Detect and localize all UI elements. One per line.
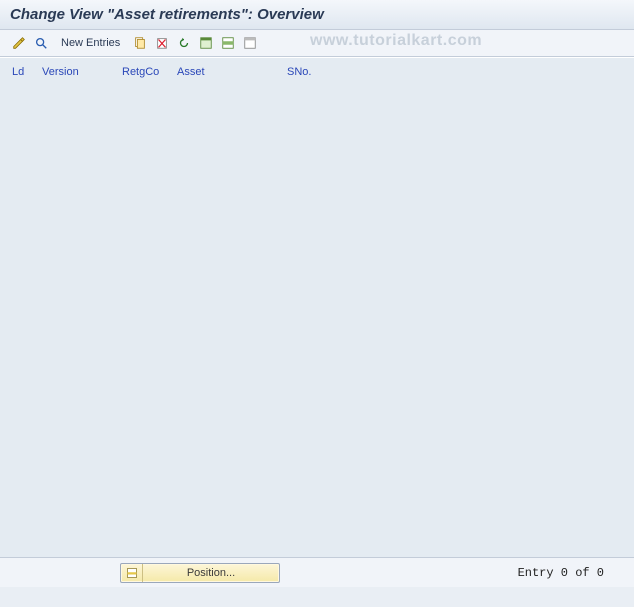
select-block-icon[interactable] bbox=[219, 34, 237, 52]
undo-icon[interactable] bbox=[175, 34, 193, 52]
new-entries-button[interactable]: New Entries bbox=[54, 34, 127, 52]
col-header-asset[interactable]: Asset bbox=[177, 66, 287, 78]
position-icon bbox=[121, 564, 143, 582]
col-header-version[interactable]: Version bbox=[42, 66, 122, 78]
window-title: Change View "Asset retirements": Overvie… bbox=[0, 0, 634, 30]
position-label: Position... bbox=[143, 567, 279, 579]
footer-bar: Position... Entry 0 of 0 bbox=[0, 557, 634, 587]
deselect-all-icon[interactable] bbox=[241, 34, 259, 52]
toolbar: New Entries www.tutorialkart.com bbox=[0, 30, 634, 57]
watermark-text: www.tutorialkart.com bbox=[310, 32, 482, 50]
position-button[interactable]: Position... bbox=[120, 563, 280, 583]
table-area: Ld Version RetgCo Asset SNo. Position...… bbox=[0, 57, 634, 587]
col-header-retgco[interactable]: RetgCo bbox=[122, 66, 177, 78]
toggle-edit-icon[interactable] bbox=[10, 34, 28, 52]
col-header-ld[interactable]: Ld bbox=[12, 66, 42, 78]
col-header-sno[interactable]: SNo. bbox=[287, 66, 347, 78]
select-all-icon[interactable] bbox=[197, 34, 215, 52]
copy-icon[interactable] bbox=[131, 34, 149, 52]
column-headers: Ld Version RetgCo Asset SNo. bbox=[0, 58, 634, 86]
details-icon[interactable] bbox=[32, 34, 50, 52]
delete-icon[interactable] bbox=[153, 34, 171, 52]
entry-status: Entry 0 of 0 bbox=[518, 566, 604, 580]
